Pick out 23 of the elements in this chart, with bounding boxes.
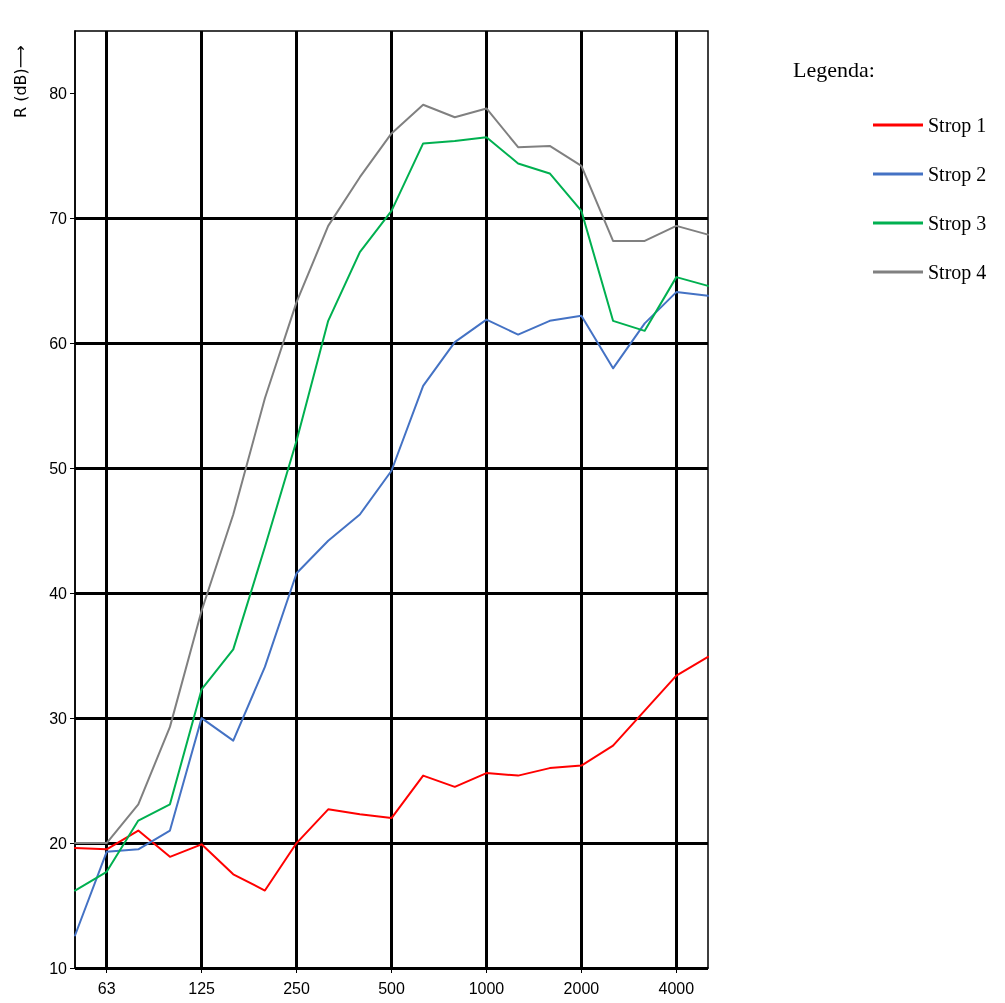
legend-label: Strop 4: [928, 261, 987, 284]
x-tick-label: 63: [97, 979, 116, 997]
legend-label: Strop 3: [928, 212, 987, 235]
y-tick-label: 50: [49, 459, 68, 477]
x-tick-label: 125: [188, 979, 216, 997]
x-tick-label: 2000: [563, 979, 600, 997]
line-series: [74, 655, 709, 892]
x-tick-label: 4000: [658, 979, 695, 997]
y-tick-label: 60: [49, 334, 68, 352]
legend-label: Strop 1: [928, 114, 987, 137]
y-tick-label: 10: [49, 959, 68, 977]
y-tick-label: 80: [49, 84, 68, 102]
x-tick-label: 1000: [468, 979, 505, 997]
x-tick-label: 500: [378, 979, 405, 997]
y-tick-label: 40: [49, 584, 68, 602]
x-tick-label: 250: [283, 979, 310, 997]
y-tick-label: 30: [49, 709, 68, 727]
y-axis-title: R (dB)⟶: [10, 45, 30, 118]
line-series: [74, 291, 709, 937]
y-tick-label: 70: [49, 209, 68, 227]
y-tick-label: 20: [49, 834, 68, 852]
legend-label: Strop 2: [928, 163, 987, 186]
legend-title: Legenda:: [793, 56, 875, 82]
